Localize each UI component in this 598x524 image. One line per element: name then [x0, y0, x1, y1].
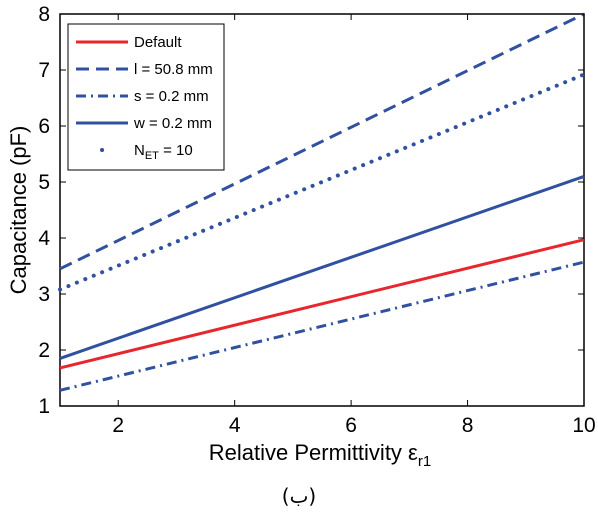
legend-label-main: Default — [134, 34, 182, 51]
y-tick-label: 4 — [38, 227, 50, 250]
legend-label-sub: ET — [145, 150, 159, 162]
y-axis-label: Capacitance (pF) — [6, 126, 31, 295]
figure-caption: (ب) — [281, 484, 317, 508]
series-line-5 — [58, 72, 586, 292]
legend-box — [67, 23, 225, 171]
y-tick-label: 1 — [38, 395, 50, 418]
y-tick-label: 2 — [38, 339, 50, 362]
legend-label-1: Default — [134, 34, 182, 51]
y-tick-label: 5 — [38, 171, 50, 194]
series-line-3 — [59, 260, 585, 392]
legend-label-4: w = 0.2 mm — [133, 115, 212, 132]
legend-label-main: w = 0.2 mm — [133, 115, 212, 132]
x-tick-label: 8 — [462, 414, 474, 437]
y-tick-label: 6 — [38, 115, 50, 138]
legend-label-5: NET = 10 — [134, 142, 193, 162]
series-line-1 — [59, 238, 585, 370]
legend-label-main: s = 0.2 mm — [134, 88, 209, 105]
y-tick-label: 3 — [38, 283, 50, 306]
y-tick-label: 8 — [38, 3, 50, 26]
x-tick-label: 10 — [572, 414, 595, 437]
legend-label-2: l = 50.8 mm — [134, 61, 213, 78]
legend-label-tail: = 10 — [159, 142, 193, 159]
x-axis-label-sub: r1 — [418, 453, 431, 470]
x-tick-label: 2 — [112, 414, 124, 437]
legend-label-main: l = 50.8 mm — [134, 61, 213, 78]
x-axis-label: Relative Permittivity εr1 — [209, 440, 431, 470]
series-layer — [58, 12, 586, 392]
series-line-2 — [59, 12, 585, 271]
legend-label-3: s = 0.2 mm — [134, 88, 209, 105]
y-tick-label: 7 — [38, 59, 50, 82]
x-tick-label: 4 — [229, 414, 241, 437]
x-axis-label-main: Relative Permittivity ε — [209, 440, 418, 465]
legend-label-main: N — [134, 142, 145, 159]
legend: Default l = 50.8 mm s = 0.2 mm w = 0.2 mm NE… — [67, 23, 225, 171]
x-tick-label: 6 — [345, 414, 357, 437]
series-line-4 — [59, 174, 585, 360]
